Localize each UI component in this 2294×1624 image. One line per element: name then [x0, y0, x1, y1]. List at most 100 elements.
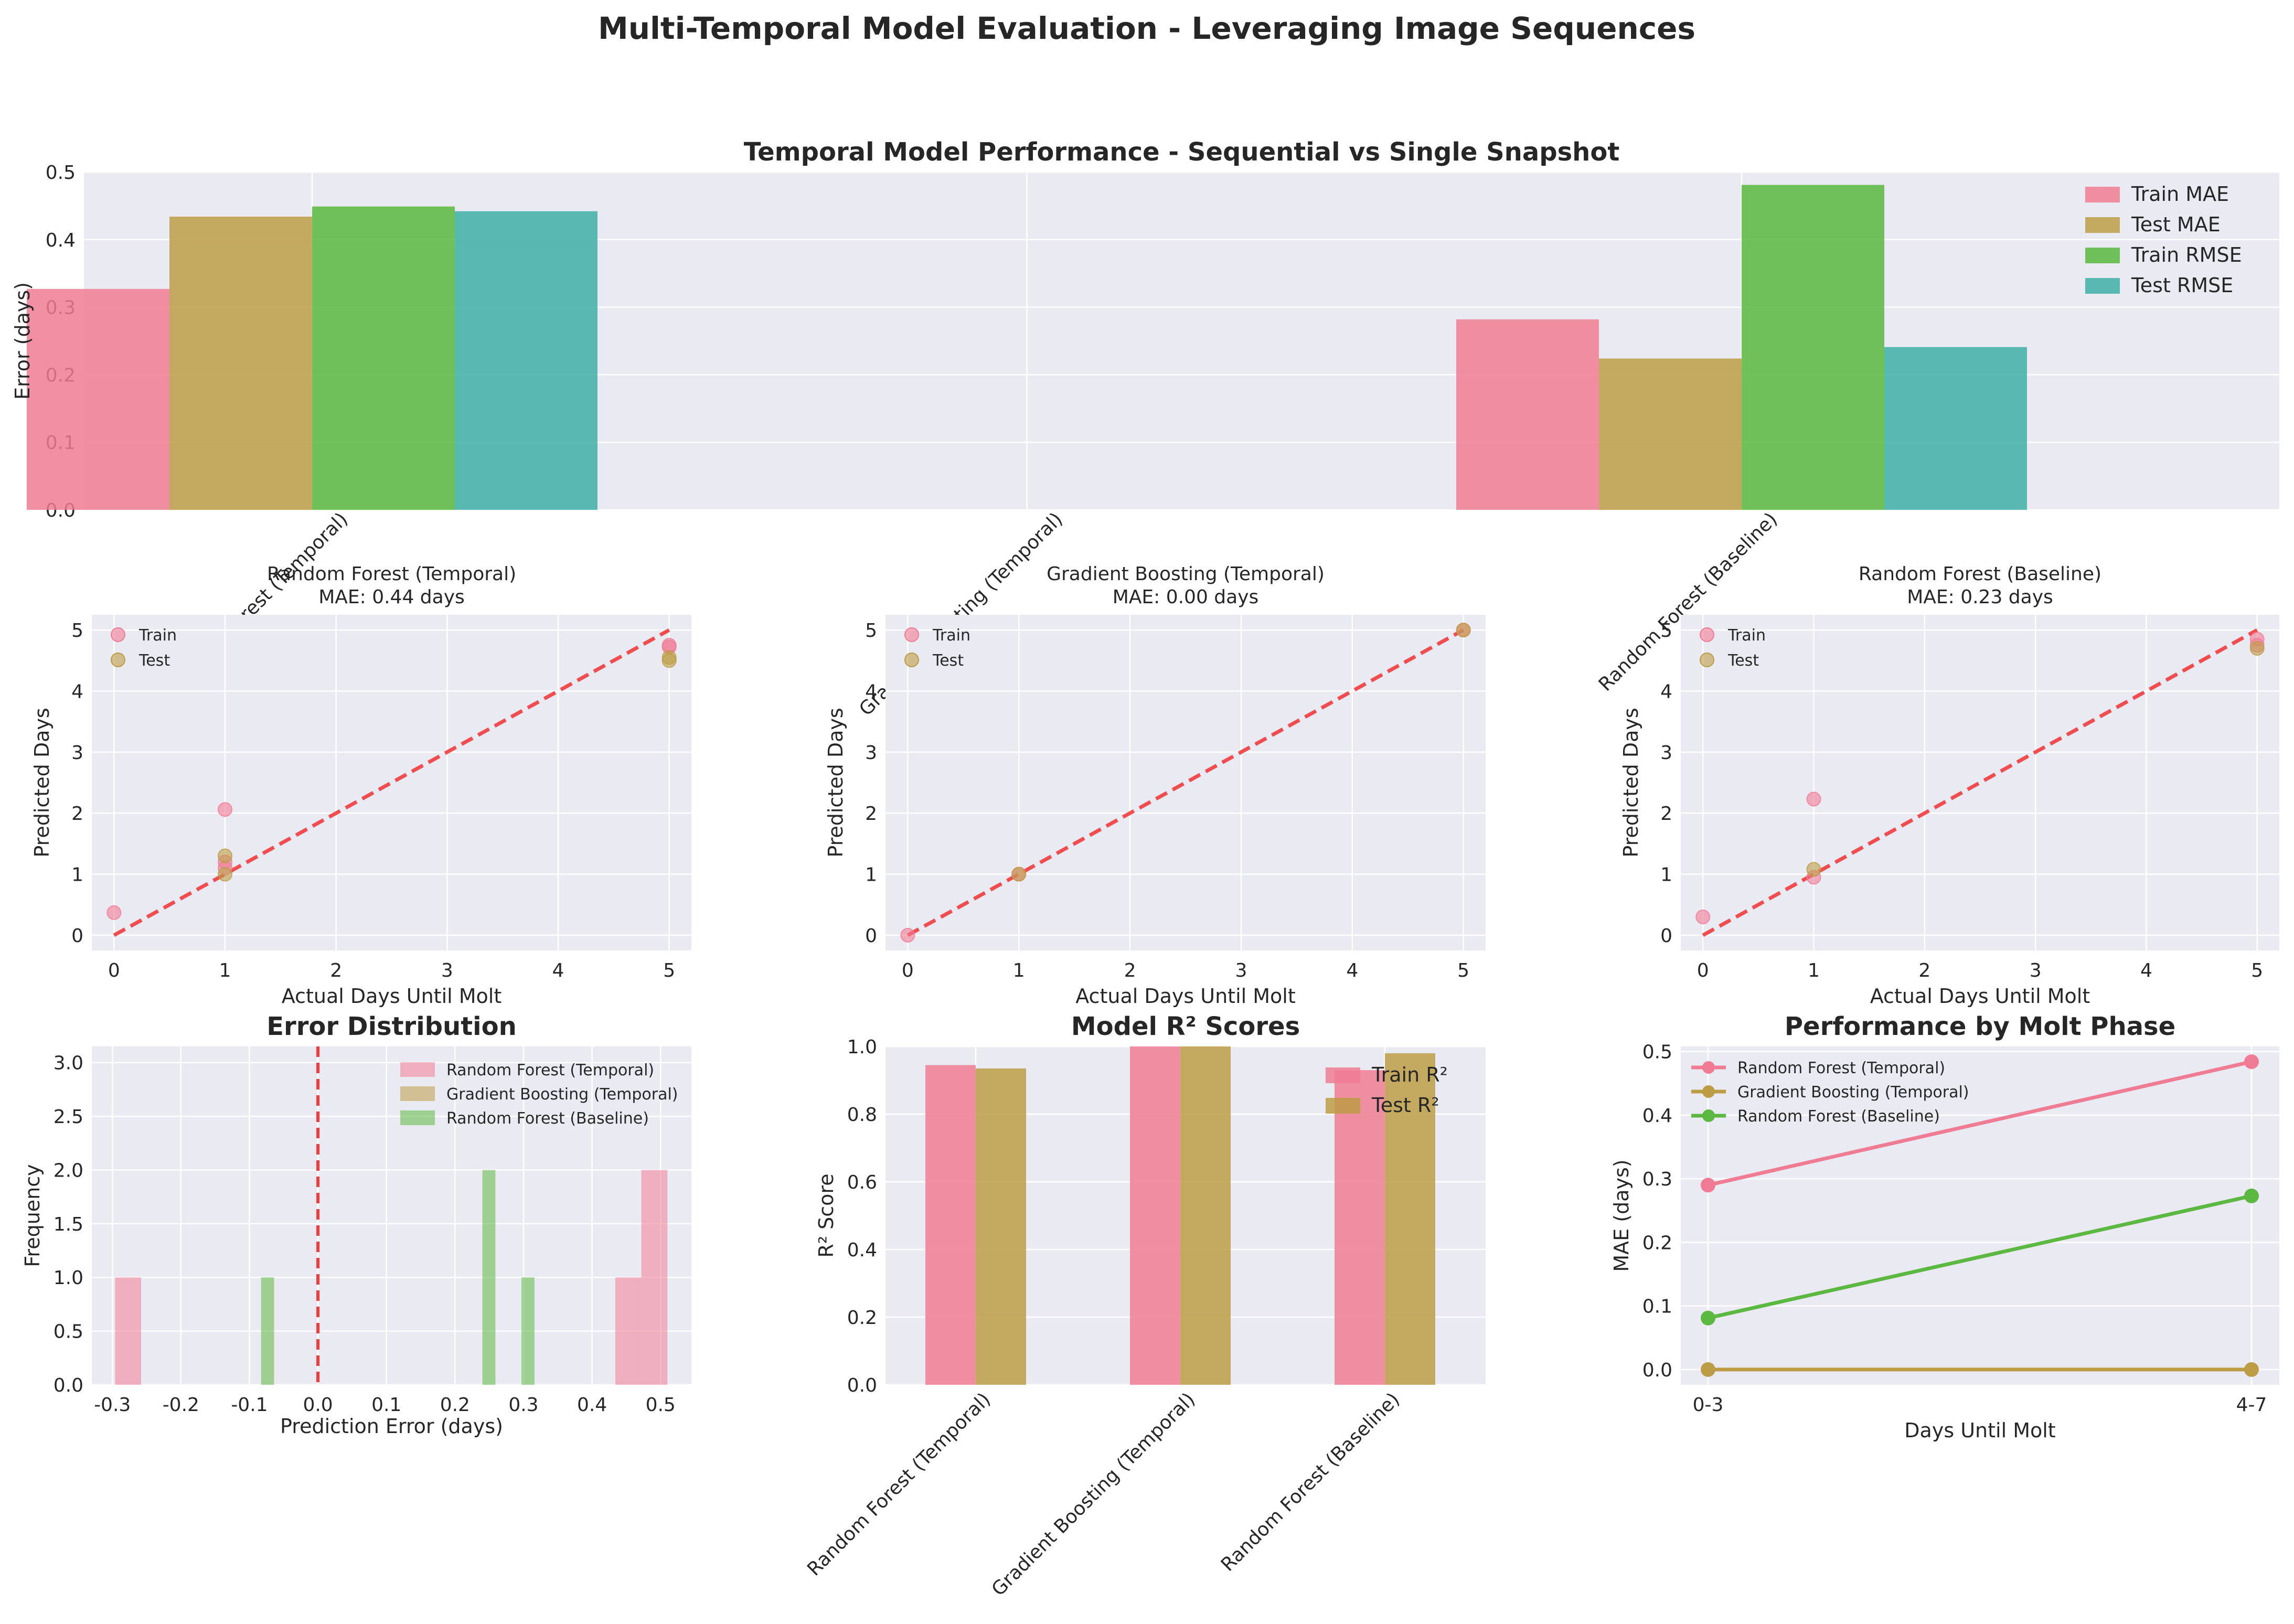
hist-xtick-label: 0.5	[646, 1394, 676, 1416]
phase-series-line	[1708, 1060, 2252, 1187]
figure-title: Multi-Temporal Model Evaluation - Levera…	[598, 10, 1695, 46]
s1-point	[661, 638, 677, 653]
r2-ytick-label: 0.4	[847, 1240, 877, 1261]
s1-ytick-label: 0	[71, 925, 83, 947]
hist-ylabel: Frequency	[21, 1164, 44, 1267]
r2-ytick-label: 0.2	[847, 1307, 877, 1329]
s1-ytick-label: 5	[71, 620, 83, 642]
s2-title-line: Gradient Boosting (Temporal)	[1047, 563, 1325, 585]
top-bar	[1599, 358, 1742, 510]
s2-ytick-label: 3	[865, 742, 877, 764]
s3-xtick-label: 0	[1697, 960, 1709, 981]
s2-xtick-label: 3	[1235, 960, 1247, 981]
s1-legend-marker	[111, 653, 125, 667]
s1-reference-line	[113, 628, 670, 937]
hist-xtick-label: 0.2	[440, 1394, 470, 1416]
s2-title-line: MAE: 0.00 days	[1113, 586, 1259, 608]
s1-ytick-label: 2	[71, 803, 83, 825]
s3-ytick-label: 2	[1660, 803, 1672, 825]
r2-bar	[1385, 1053, 1435, 1385]
s1-xlabel: Actual Days Until Molt	[282, 985, 502, 1008]
top-bar	[455, 211, 597, 510]
s3-point	[1806, 862, 1821, 877]
top-legend-swatch	[2085, 248, 2120, 263]
hist-bar	[615, 1277, 642, 1385]
s2-xtick-label: 0	[902, 960, 914, 981]
s2-ylabel: Predicted Days	[824, 708, 847, 857]
s2-plot-area	[885, 615, 1486, 950]
r2-category-label: Random Forest (Baseline)	[1217, 1388, 1404, 1575]
s3-legend-label: Train	[1727, 626, 1766, 645]
phase-legend-label: Random Forest (Baseline)	[1737, 1107, 1940, 1126]
s3-ytick-label: 5	[1660, 620, 1672, 642]
hist-bar	[261, 1277, 274, 1385]
s3-ytick-label: 4	[1660, 681, 1672, 702]
s2-xtick-label: 1	[1013, 960, 1025, 981]
hist-xtick-label: 0.1	[371, 1394, 401, 1416]
s2-ytick-label: 0	[865, 925, 877, 947]
top-legend-swatch	[2085, 217, 2120, 233]
s3-xtick-label: 3	[2030, 960, 2042, 981]
r2-category-label: Random Forest (Temporal)	[803, 1388, 995, 1580]
s3-title-line: Random Forest (Baseline)	[1859, 563, 2101, 585]
s3-xtick-label: 5	[2251, 960, 2263, 981]
s3-xlabel: Actual Days Until Molt	[1870, 985, 2090, 1008]
phase-ytick-label: 0.2	[1642, 1232, 1672, 1254]
s3-ylabel: Predicted Days	[1619, 708, 1642, 857]
hist-legend-swatch	[400, 1086, 435, 1101]
s2-ytick-label: 1	[865, 864, 877, 886]
r2-legend-swatch	[1326, 1067, 1360, 1083]
s3-point	[2249, 641, 2265, 656]
r2-title: Model R² Scores	[1071, 1012, 1300, 1041]
panel-scatter-rf-temporal: 0 1 2 3 4 5 0 1 2 3 4 5 Predicted Days Actual Days Un…	[30, 563, 691, 1008]
hist-legend-swatch	[400, 1062, 435, 1077]
panel-molt-phase: 0-3 4-7 0.0 0.1 0.2 0.3 0.4 0.5 MAE (days) Days U…	[1610, 1012, 2279, 1442]
hist-ytick-label: 3.0	[54, 1053, 83, 1074]
top-bar	[1456, 319, 1599, 510]
s1-ytick-label: 4	[71, 681, 83, 702]
s2-legend-marker	[904, 627, 919, 642]
s2-point	[900, 927, 915, 943]
s3-legend-marker	[1700, 653, 1714, 667]
s2-xlabel: Actual Days Until Molt	[1075, 985, 1296, 1008]
top-legend-label: Train RMSE	[2131, 243, 2242, 266]
s1-legend-label: Train	[138, 626, 177, 645]
panel-scatter-gb-temporal: 0 1 2 3 4 5 0 1 2 3 4 5 Predicted Days Actual Days Un…	[824, 563, 1486, 1008]
phase-ylabel: MAE (days)	[1610, 1159, 1633, 1272]
hist-bar	[641, 1170, 668, 1385]
top-ytick-label: 0.5	[46, 162, 76, 184]
s3-ytick-label: 0	[1660, 925, 1672, 947]
r2-bar	[976, 1068, 1026, 1385]
s3-reference-line	[1702, 628, 2258, 937]
phase-point	[1701, 1178, 1715, 1193]
s2-xtick-label: 5	[1457, 960, 1469, 981]
s3-ytick-label: 3	[1660, 742, 1672, 764]
hist-legend-label: Random Forest (Temporal)	[446, 1061, 654, 1080]
hist-ytick-label: 2.0	[54, 1160, 83, 1181]
s2-legend-label: Test	[932, 651, 964, 670]
phase-xtick-label: 4-7	[2236, 1394, 2267, 1416]
hist-xtick-label: -0.1	[231, 1394, 268, 1416]
s2-legend-label: Train	[932, 626, 970, 645]
phase-legend-label: Gradient Boosting (Temporal)	[1737, 1083, 1969, 1102]
phase-ytick-label: 0.1	[1642, 1296, 1672, 1318]
top-legend-label: Test RMSE	[2131, 274, 2233, 297]
s2-reference-line	[906, 628, 1465, 937]
s1-point	[106, 905, 122, 920]
s1-title-line: Random Forest (Temporal)	[267, 563, 516, 585]
r2-bar	[1180, 1046, 1231, 1385]
hist-ytick-label: 0.5	[54, 1321, 83, 1343]
s2-point	[1011, 867, 1027, 882]
r2-bar	[1130, 1046, 1180, 1385]
hist-xtick-label: 0.3	[508, 1394, 538, 1416]
phase-point	[2244, 1362, 2259, 1377]
hist-bar	[521, 1277, 535, 1385]
r2-ylabel: R² Score	[815, 1173, 838, 1257]
s1-point	[218, 802, 232, 817]
phase-legend-label: Random Forest (Temporal)	[1737, 1059, 1945, 1077]
phase-ytick-label: 0.4	[1642, 1105, 1672, 1127]
hist-xtick-label: 0.0	[303, 1394, 333, 1416]
top-bar	[312, 206, 455, 510]
hist-xtick-label: 0.4	[577, 1394, 607, 1416]
